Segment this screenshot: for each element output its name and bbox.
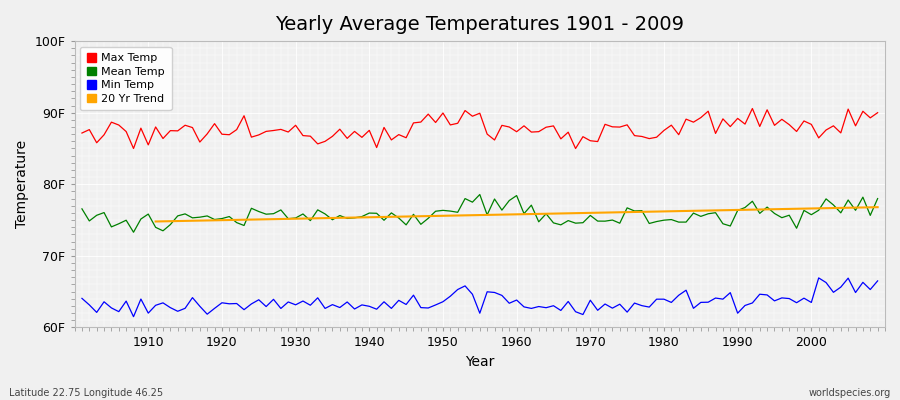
Text: Latitude 22.75 Longitude 46.25: Latitude 22.75 Longitude 46.25: [9, 388, 163, 398]
Text: worldspecies.org: worldspecies.org: [809, 388, 891, 398]
Legend: Max Temp, Mean Temp, Min Temp, 20 Yr Trend: Max Temp, Mean Temp, Min Temp, 20 Yr Tre…: [80, 47, 172, 110]
Title: Yearly Average Temperatures 1901 - 2009: Yearly Average Temperatures 1901 - 2009: [275, 15, 684, 34]
X-axis label: Year: Year: [465, 355, 494, 369]
Y-axis label: Temperature: Temperature: [15, 140, 29, 228]
